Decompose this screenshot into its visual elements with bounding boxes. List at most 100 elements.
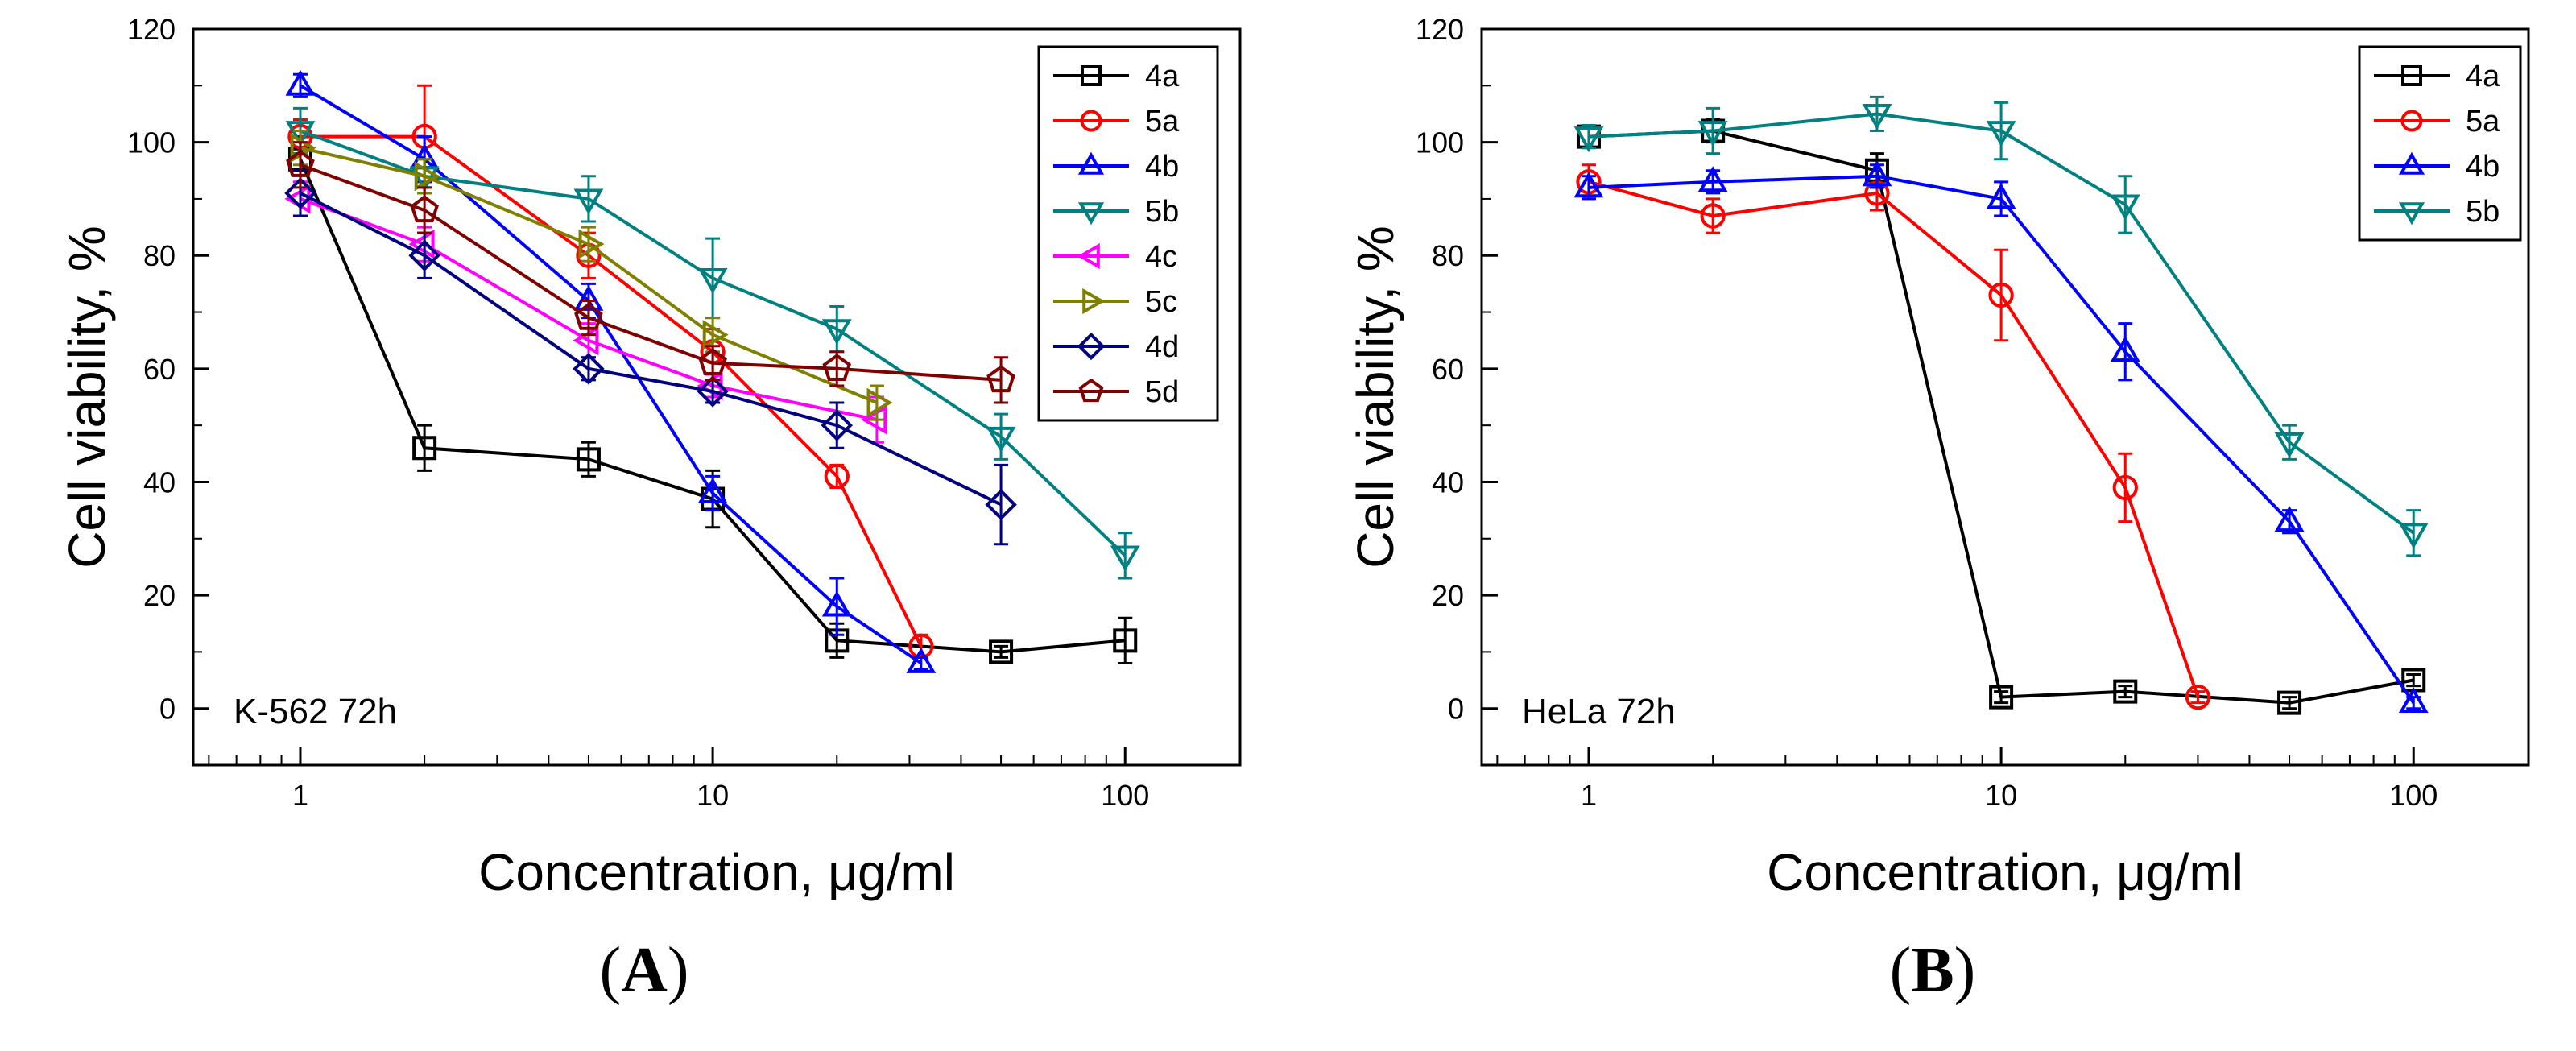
data-point-4b: [697, 477, 728, 503]
x-tick-label: 100: [2389, 779, 2437, 812]
legend-label-5b: 5b: [2466, 195, 2500, 229]
data-point-4d: [573, 353, 605, 385]
data-point-4a: [1113, 628, 1138, 653]
data-point-5d: [286, 150, 315, 177]
data-point-5d: [986, 365, 1015, 393]
panel-label-b: (B): [1889, 935, 1976, 1006]
data-point-4d: [408, 239, 440, 271]
y-tick-label: 20: [1432, 579, 1464, 612]
data-point-4a: [412, 436, 437, 461]
data-point-5b: [1573, 126, 1604, 153]
data-point-4b: [285, 69, 316, 96]
y-tick-label: 80: [1432, 239, 1464, 272]
legend-marker-5d: [1078, 378, 1104, 403]
legend-label-4c: 4c: [1145, 240, 1177, 274]
data-point-4b: [1697, 166, 1728, 192]
data-point-5b: [1986, 121, 2016, 147]
legend-marker-4b: [2398, 151, 2425, 175]
legend-box: [2358, 45, 2522, 242]
data-point-4b: [1862, 160, 1892, 187]
data-point-5a: [1988, 282, 2014, 308]
data-point-4d: [697, 375, 729, 408]
data-point-4a: [1701, 118, 1726, 143]
data-point-5b: [573, 188, 604, 215]
data-point-5c: [702, 320, 729, 350]
data-point-4d: [985, 488, 1017, 521]
series-4b: [1573, 160, 2429, 714]
legend-label-5c: 5c: [1145, 285, 1177, 319]
legend-label-4a: 4a: [2466, 60, 2500, 93]
data-point-4d: [284, 177, 316, 209]
x-tick-label: 10: [697, 779, 729, 812]
data-point-5a: [2112, 474, 2138, 501]
data-point-5c: [866, 387, 893, 418]
y-tick-label: 0: [1448, 693, 1464, 726]
data-point-4a: [1989, 685, 2014, 710]
data-point-4c: [408, 229, 435, 259]
data-point-5b: [285, 121, 316, 147]
y-tick-label: 120: [127, 13, 176, 46]
data-point-5b: [1697, 121, 1728, 147]
data-point-4b: [2398, 687, 2429, 714]
data-point-5a: [2185, 684, 2211, 710]
data-point-5b: [986, 426, 1016, 453]
data-point-4a: [2401, 668, 2426, 693]
data-point-4b: [1986, 183, 2016, 209]
data-point-4a: [825, 628, 850, 653]
series-5b: [1573, 95, 2429, 557]
data-point-5d: [410, 195, 439, 223]
legend-marker-4d: [1077, 332, 1106, 361]
legend-marker-4b: [1077, 151, 1105, 175]
y-tick-label: 80: [143, 239, 176, 272]
data-point-4a: [989, 639, 1014, 664]
data-point-5d: [698, 348, 727, 375]
y-tick-label: 60: [143, 353, 176, 386]
series-4d: [284, 169, 1017, 546]
legend-label-5a: 5a: [1145, 105, 1180, 139]
data-point-5c: [578, 229, 605, 259]
legend-marker-5a: [1080, 110, 1102, 132]
chart-panel-a: 0 20 40 60 80 100 120 1 10 100 Concentration, μg/m…: [58, 13, 1242, 1006]
legend-label-5d: 5d: [1145, 375, 1179, 409]
cell-line-annotation: HeLa 72h: [1522, 692, 1676, 731]
y-tick-label: 100: [1416, 126, 1464, 159]
legend-marker-4a: [2401, 65, 2422, 86]
chart-panel-b: 0 20 40 60 80 100 120 1 10 100 Concentration, μg/m…: [1288, 0, 2576, 1051]
data-point-5b: [2398, 523, 2429, 549]
y-axis-title: Cell viability, %: [1346, 226, 1404, 569]
x-tick-label: 10: [1985, 779, 2017, 812]
x-tick-label: 100: [1101, 779, 1149, 812]
data-point-5b: [697, 267, 728, 294]
data-point-4b: [906, 647, 937, 673]
legend-label-4b: 4b: [2466, 150, 2500, 184]
data-point-5b: [2110, 194, 2140, 221]
data-point-4b: [2274, 506, 2305, 532]
series-5c: [290, 130, 893, 421]
data-point-5d: [574, 302, 603, 330]
cell-line-annotation: K-562 72h: [234, 692, 397, 731]
x-axis-title: Concentration, μg/ml: [1767, 843, 2243, 901]
y-tick-label: 40: [1432, 466, 1464, 499]
legend-label-5b: 5b: [1145, 195, 1179, 229]
y-tick-label: 100: [127, 126, 176, 159]
legend-label-5a: 5a: [2466, 105, 2500, 139]
legend-marker-5b: [1077, 202, 1105, 226]
data-point-4d: [821, 409, 853, 441]
data-point-5a: [824, 463, 850, 490]
plot-frame: [192, 27, 1242, 767]
plot-frame: [1480, 27, 2530, 767]
legend-marker-5a: [2400, 110, 2423, 132]
series-5d: [286, 141, 1015, 404]
series-line-5d: [300, 163, 1002, 382]
series-line-4d: [300, 192, 1002, 507]
y-axis-title: Cell viability, %: [58, 226, 116, 569]
data-point-4a: [2277, 690, 2302, 715]
data-point-4b: [2110, 336, 2140, 362]
y-tick-label: 20: [143, 579, 176, 612]
series-line-5a: [300, 134, 923, 648]
data-point-4c: [861, 404, 887, 435]
data-point-4a: [2113, 679, 2138, 704]
legend-label-4a: 4a: [1145, 60, 1180, 93]
